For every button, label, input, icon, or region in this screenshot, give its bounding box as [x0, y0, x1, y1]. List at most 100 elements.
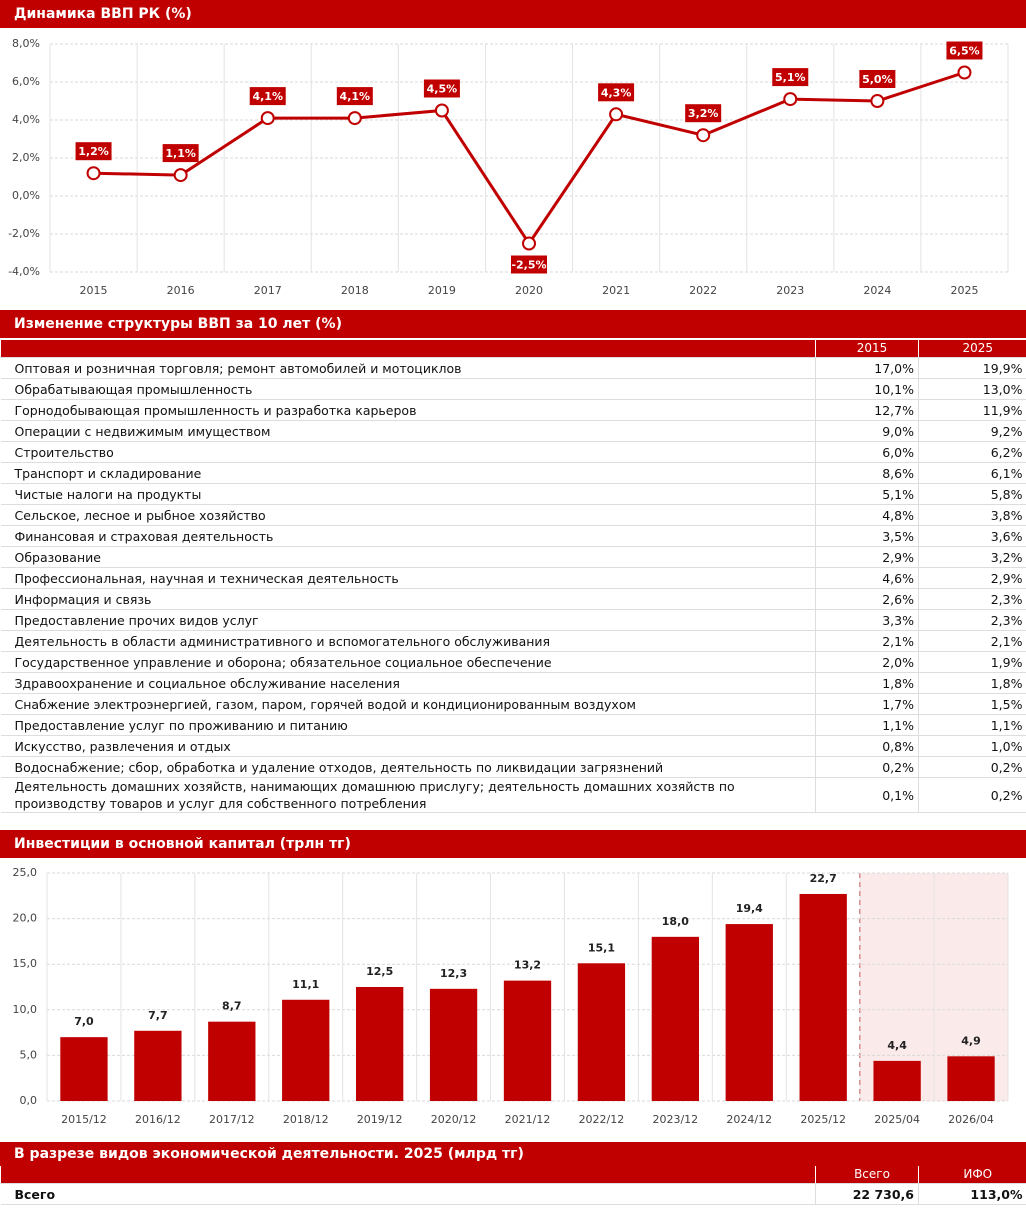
y-tick-label: 0,0% [12, 189, 40, 202]
row: Операции с недвижимым имуществом 9,0% 9,2% [0, 420, 1026, 442]
value-cell: 4,6% [815, 567, 919, 589]
label-box [249, 87, 286, 106]
value-cell: 0,2% [815, 756, 919, 778]
x-tick-label: 2019 [428, 284, 456, 297]
value-cell: 2,3% [918, 609, 1026, 631]
point [434, 103, 449, 118]
x-tick-label: 2020/12 [431, 1113, 477, 1126]
data-label: 7,7 [148, 1009, 168, 1022]
value-cell: 2,6% [815, 588, 919, 610]
y-tick-label: 10,0 [13, 1003, 38, 1016]
label-cell: Предоставление услуг по проживанию и пит… [0, 714, 816, 736]
data-label: 4,4 [887, 1039, 907, 1052]
point [347, 111, 362, 126]
value-cell: 9,2% [918, 420, 1026, 442]
row: Снабжение электроэнергией, газом, паром,… [0, 693, 1026, 715]
bar [503, 980, 552, 1101]
bar [355, 987, 404, 1101]
y-tick-label: 25,0 [13, 866, 38, 879]
row: Строительство 6,0% 6,2% [0, 441, 1026, 463]
data-label: 22,7 [810, 872, 837, 885]
value-cell: 0,2% [918, 756, 1026, 778]
label-box [336, 87, 373, 106]
header-cell: 2015 [815, 340, 919, 358]
x-tick-label: 2018/12 [283, 1113, 329, 1126]
bar [651, 936, 700, 1101]
header-row: 2015 2025 [0, 340, 1026, 358]
x-tick-label: 2023/12 [652, 1113, 698, 1126]
x-tick-label: 2025/12 [800, 1113, 846, 1126]
data-label: 12,5 [366, 965, 393, 978]
value-cell: 6,1% [918, 462, 1026, 484]
data-label: 8,7 [222, 1000, 242, 1013]
label-box [772, 68, 809, 87]
bar [873, 1060, 921, 1101]
point [609, 107, 624, 122]
point [870, 94, 885, 108]
label-cell: Чистые налоги на продукты [0, 483, 816, 505]
header-cell [0, 340, 816, 358]
value-cell: 113,0% [918, 1183, 1026, 1205]
row: Профессиональная, научная и техническая … [0, 567, 1026, 589]
point [696, 128, 711, 143]
data-label: 4,5% [427, 83, 458, 96]
label-box [162, 144, 199, 163]
point [86, 166, 101, 181]
row: Сельское, лесное и рыбное хозяйство 4,8% 3… [0, 504, 1026, 526]
data-label: 1,1% [165, 147, 196, 160]
value-cell: 2,3% [918, 588, 1026, 610]
label-cell: Операции с недвижимым имуществом [0, 420, 816, 442]
data-label: 13,2 [514, 959, 541, 972]
label-cell: Деятельность в области административного… [0, 630, 816, 652]
label-cell: Искусство, развлечения и отдых [0, 735, 816, 757]
data-label: 12,3 [440, 967, 467, 980]
value-cell: 2,1% [918, 630, 1026, 652]
data-label: 7,0 [74, 1015, 94, 1028]
data-label: 5,0% [862, 73, 893, 86]
value-cell: 17,0% [815, 357, 919, 379]
label-cell: Обрабатывающая промышленность [0, 378, 816, 400]
value-cell: 1,9% [918, 651, 1026, 673]
y-tick-label: 8,0% [12, 37, 40, 50]
data-label: 18,0 [662, 915, 689, 928]
label-cell: Строительство [0, 441, 816, 463]
data-label: 4,3% [601, 86, 632, 99]
x-tick-label: 2019/12 [357, 1113, 403, 1126]
row: Предоставление прочих видов услуг 3,3% 2,3… [0, 609, 1026, 631]
y-tick-label: -2,0% [8, 227, 40, 240]
value-cell: 19,9% [918, 357, 1026, 379]
value-cell: 0,2% [918, 777, 1026, 813]
label-cell: Водоснабжение; сбор, обработка и удалени… [0, 756, 816, 778]
y-tick-label: 6,0% [12, 75, 40, 88]
label-box [598, 83, 635, 102]
x-tick-label: 2018 [341, 284, 369, 297]
bar [799, 893, 847, 1101]
value-cell: 13,0% [918, 378, 1026, 400]
label-cell: Всего [0, 1183, 816, 1205]
data-label: 15,1 [588, 941, 615, 954]
label-cell: Информация и связь [0, 588, 816, 610]
point [957, 65, 972, 80]
label-box [423, 79, 460, 98]
x-tick-label: 2024/12 [726, 1113, 772, 1126]
bar [725, 924, 773, 1101]
bar [282, 999, 330, 1101]
value-cell: 1,0% [918, 735, 1026, 757]
x-tick-label: 2025/04 [874, 1113, 920, 1126]
data-label: 1,2% [78, 145, 109, 158]
value-cell: 6,0% [815, 441, 919, 463]
value-cell: 4,8% [815, 504, 919, 526]
row: Всего 22 730,6 113,0% [0, 1183, 1026, 1205]
header-cell [0, 1166, 816, 1184]
header-cell: 2025 [918, 340, 1026, 358]
bar-chart: 0,0 5,0 10,0 15,0 20,0 25,0 2015/12 2016/12 2017… [13, 866, 1009, 1126]
x-tick-label: 2021 [602, 284, 630, 297]
label-cell: Профессиональная, научная и техническая … [0, 567, 816, 589]
label-cell: Финансовая и страховая деятельность [0, 525, 816, 547]
bar [60, 1037, 108, 1101]
value-cell: 1,1% [815, 714, 919, 736]
value-cell: 1,1% [918, 714, 1026, 736]
label-cell: Государственное управление и оборона; об… [0, 651, 816, 673]
value-cell: 0,1% [815, 777, 919, 813]
data-label: 4,1% [340, 90, 371, 103]
